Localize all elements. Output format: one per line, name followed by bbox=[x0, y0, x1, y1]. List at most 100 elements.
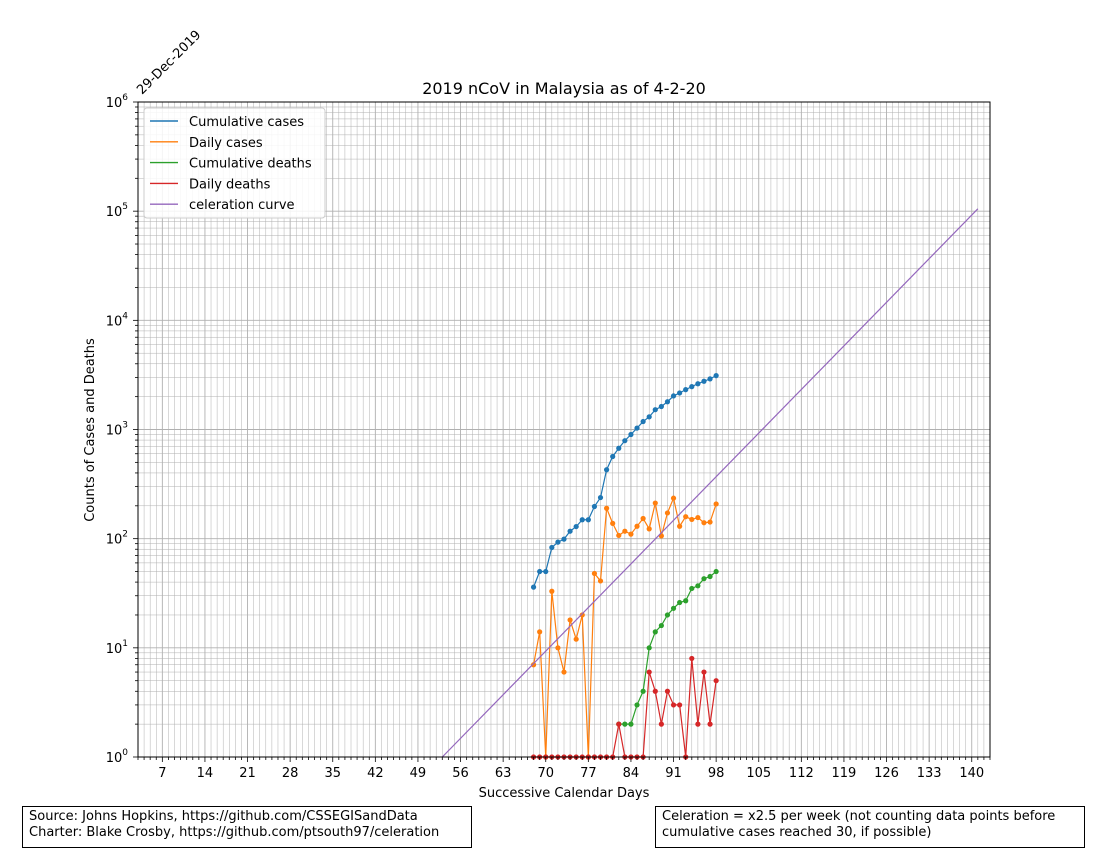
data-point bbox=[646, 414, 652, 420]
y-axis-label: Counts of Cases and Deaths bbox=[83, 338, 98, 522]
axis-ticks: 7 14 21 28 35 42 49 56 63 70 77 84 91 98 105 112 119 126 1… bbox=[106, 93, 991, 781]
y-tick-base: 10 bbox=[106, 533, 123, 548]
series-line bbox=[441, 208, 979, 758]
data-point bbox=[561, 536, 567, 542]
y-tick-label: 105 bbox=[106, 202, 128, 220]
data-point bbox=[591, 570, 598, 577]
x-tick-label: 98 bbox=[708, 766, 725, 781]
y-tick-base: 10 bbox=[106, 314, 123, 329]
data-point bbox=[658, 622, 664, 629]
data-point bbox=[707, 376, 713, 382]
data-point bbox=[713, 501, 719, 507]
data-point bbox=[640, 515, 646, 522]
data-point bbox=[555, 645, 561, 651]
y-tick-base: 10 bbox=[106, 424, 123, 439]
series-group bbox=[441, 208, 979, 758]
legend-label: Daily deaths bbox=[189, 177, 271, 192]
data-point bbox=[689, 585, 695, 592]
data-point bbox=[689, 655, 695, 662]
data-point bbox=[640, 418, 646, 425]
data-point bbox=[616, 532, 622, 539]
y-tick-base: 10 bbox=[106, 205, 123, 220]
x-tick-label: 42 bbox=[367, 766, 384, 781]
charter-text: Charter: Blake Crosby, https://github.co… bbox=[29, 825, 440, 840]
data-point bbox=[579, 517, 585, 523]
data-point bbox=[530, 584, 537, 590]
x-tick-label: 63 bbox=[495, 766, 512, 781]
celeration-text-line1: Celeration = x2.5 per week (not counting… bbox=[662, 809, 1056, 824]
data-point bbox=[622, 438, 628, 444]
y-tick-exponent: 1 bbox=[122, 639, 128, 649]
y-tick-base: 10 bbox=[106, 751, 123, 766]
series-group bbox=[616, 568, 719, 727]
x-tick-label: 119 bbox=[832, 766, 857, 781]
data-point bbox=[670, 393, 677, 399]
data-point bbox=[616, 721, 622, 727]
x-tick-label: 7 bbox=[158, 766, 166, 781]
legend: Cumulative cases Daily cases Cumulative de… bbox=[143, 107, 326, 219]
y-tick-label: 100 bbox=[106, 748, 129, 766]
data-point bbox=[652, 407, 658, 413]
data-point bbox=[537, 568, 543, 575]
x-tick-label: 84 bbox=[623, 766, 640, 781]
y-tick-exponent: 4 bbox=[122, 311, 128, 321]
data-point bbox=[549, 544, 555, 551]
data-point bbox=[701, 378, 707, 384]
data-point bbox=[695, 583, 701, 589]
data-point bbox=[689, 516, 695, 523]
data-point bbox=[573, 636, 579, 642]
data-point bbox=[707, 573, 713, 580]
data-point bbox=[616, 445, 622, 451]
data-point bbox=[640, 688, 646, 694]
data-point bbox=[634, 523, 640, 529]
x-tick-label: 70 bbox=[537, 766, 554, 781]
data-point bbox=[549, 588, 555, 594]
x-tick-label: 56 bbox=[452, 766, 469, 781]
data-point bbox=[701, 669, 707, 675]
data-point bbox=[628, 721, 634, 727]
data-point bbox=[683, 598, 689, 604]
y-tick-exponent: 3 bbox=[122, 421, 128, 431]
legend-label: Cumulative cases bbox=[189, 115, 304, 130]
data-point bbox=[622, 528, 628, 534]
x-tick-label: 35 bbox=[324, 766, 341, 781]
data-point bbox=[646, 669, 652, 675]
y-tick-exponent: 5 bbox=[122, 202, 128, 212]
x-tick-label: 126 bbox=[874, 766, 899, 781]
y-tick-exponent: 2 bbox=[122, 530, 128, 540]
y-tick-exponent: 0 bbox=[122, 748, 128, 758]
x-tick-label: 28 bbox=[282, 766, 299, 781]
source-note: Source: Johns Hopkins, https://github.co… bbox=[22, 806, 472, 848]
data-point bbox=[604, 505, 610, 511]
grid bbox=[137, 102, 991, 758]
y-tick-base: 10 bbox=[106, 642, 123, 657]
data-point bbox=[610, 453, 616, 460]
data-point bbox=[555, 539, 561, 545]
data-point bbox=[567, 617, 573, 623]
data-point bbox=[561, 669, 567, 675]
x-tick-label: 105 bbox=[746, 766, 771, 781]
series-group bbox=[530, 373, 719, 590]
data-point bbox=[604, 467, 610, 473]
y-tick-exponent: 6 bbox=[122, 93, 128, 103]
data-point bbox=[677, 523, 683, 529]
data-point bbox=[713, 678, 719, 684]
y-tick-label: 104 bbox=[106, 311, 129, 329]
data-point bbox=[573, 523, 579, 530]
data-point bbox=[610, 520, 616, 526]
data-point bbox=[652, 500, 658, 506]
x-tick-label: 91 bbox=[665, 766, 682, 781]
legend-label: Daily cases bbox=[189, 136, 263, 151]
x-axis-label: Successive Calendar Days bbox=[479, 786, 650, 801]
x-tick-label: 140 bbox=[959, 766, 984, 781]
data-point bbox=[537, 629, 543, 635]
data-point bbox=[683, 514, 689, 520]
legend-box bbox=[143, 107, 326, 219]
data-point bbox=[664, 612, 671, 618]
x-tick-label: 21 bbox=[239, 766, 256, 781]
data-point bbox=[567, 528, 573, 534]
data-point bbox=[634, 702, 640, 708]
legend-label: celeration curve bbox=[189, 198, 295, 213]
x-tick-label: 49 bbox=[410, 766, 427, 781]
